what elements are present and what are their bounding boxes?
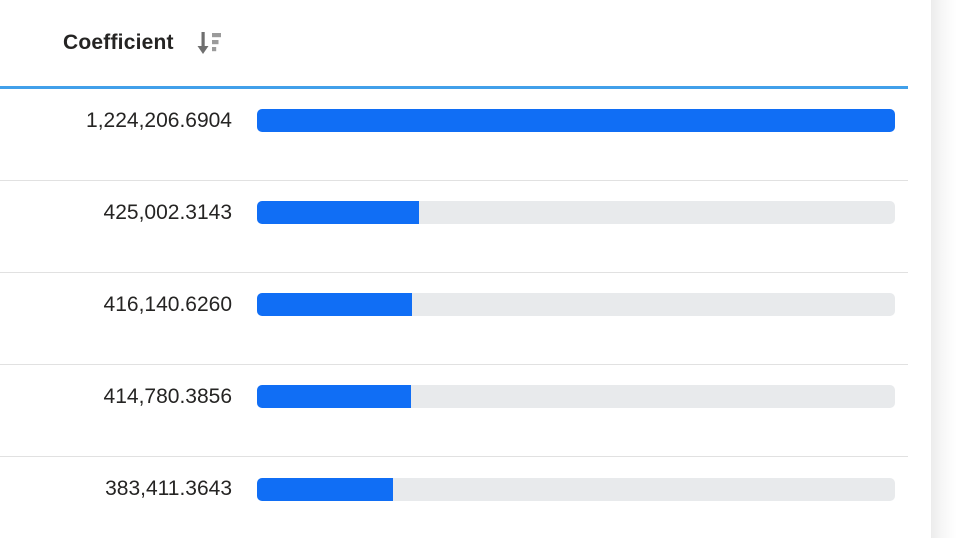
table-row: 414,780.3856 (0, 365, 908, 457)
data-bar-track (257, 477, 895, 501)
coefficient-value: 1,224,206.6904 (86, 108, 232, 132)
table-row: 1,224,206.6904 (0, 89, 908, 181)
header-sort-underline (0, 86, 908, 89)
coefficient-value: 416,140.6260 (103, 292, 232, 316)
table-row: 425,002.3143 (0, 181, 908, 273)
table-body: 1,224,206.6904 425,002.3143 416,140.6260… (0, 89, 908, 538)
data-bar-fill (257, 293, 413, 316)
data-bar-track (257, 201, 895, 224)
coefficient-value: 425,002.3143 (103, 200, 232, 224)
table-header: Coefficient (0, 0, 976, 86)
column-header-coefficient[interactable]: Coefficient (63, 31, 174, 54)
data-bar-fill (257, 477, 393, 501)
data-bar-fill (257, 109, 895, 132)
data-bar-fill (257, 201, 420, 224)
sort-descending-glyph (197, 32, 221, 54)
sort-descending-icon[interactable] (196, 30, 222, 56)
coefficient-value: 383,411.3643 (105, 477, 232, 500)
coefficient-value: 414,780.3856 (103, 384, 232, 408)
data-bar-track (257, 293, 895, 316)
table-row: 383,411.3643 (0, 457, 908, 538)
table-row: 416,140.6260 (0, 273, 908, 365)
data-bar-track (257, 385, 895, 408)
data-bar-track (257, 109, 895, 132)
data-bar-fill (257, 385, 411, 408)
